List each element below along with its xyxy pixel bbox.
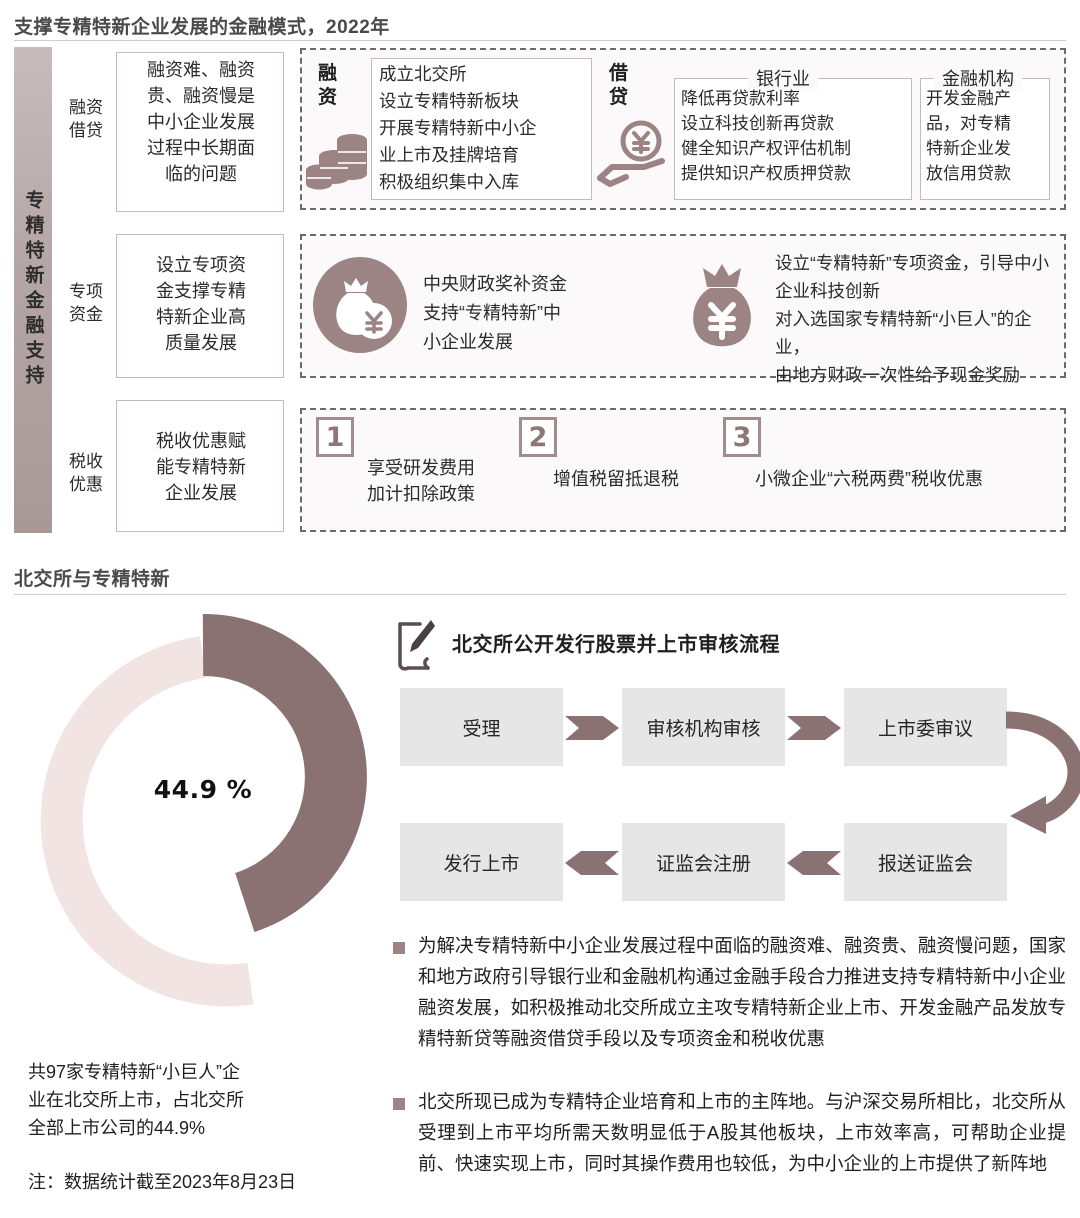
vertical-category-bar: 专精特新金融支持 xyxy=(14,47,52,533)
row1-group2-box xyxy=(674,78,912,200)
data-note: 注：数据统计截至2023年8月23日 xyxy=(28,1172,297,1192)
row3-item-2-text: 增值税留抵退税 xyxy=(553,469,679,489)
donut-svg xyxy=(40,613,367,1007)
row1-group2-legend: 银行业 xyxy=(748,65,818,91)
row3-dashed-panel xyxy=(300,408,1066,532)
row1-summary-box xyxy=(116,52,284,212)
row1-group3-legend: 金融机构 xyxy=(934,65,1022,91)
curved-arrow-down-icon xyxy=(1005,711,1080,834)
row1-group2-items: 降低再贷款利率 设立科技创新再贷款 健全知识产权评估机制 提供知识产权质押贷款 xyxy=(681,89,851,183)
chevron-left-icon-2 xyxy=(787,851,841,875)
section2-title-rule xyxy=(14,594,1066,595)
row1-group1-items: 成立北交所 设立专精特新板块 开展专精特新中小企 业上市及挂牌培育 积极组织集中… xyxy=(379,64,537,192)
money-bag-circle-icon xyxy=(313,257,407,353)
row3-number-1: 1 xyxy=(316,417,354,457)
donut-slice-main xyxy=(202,613,367,932)
row3-item-3-text: 小微企业“六税两费”税收优惠 xyxy=(755,469,983,489)
row2-label: 专项 资金 xyxy=(69,282,103,324)
row1-group3-box xyxy=(920,78,1050,200)
row3-summary-box xyxy=(116,400,284,532)
chevron-right-icon-2 xyxy=(787,716,841,740)
row2-group1-items: 中央财政奖补资金 支持“专精特新”中 小企业发展 xyxy=(423,274,567,352)
donut-caption: 共97家专精特新“小巨人”企 业在北交所上市，占北交所 全部上市公司的44.9% xyxy=(28,1062,244,1138)
row2-group2-items: 设立“专精特新”专项资金，引导中小 企业科技创新 对入选国家专精特新“小巨人”的… xyxy=(775,253,1050,385)
flow-step-5[interactable]: 证监会注册 xyxy=(622,823,785,901)
flow-step-3[interactable]: 上市委审议 xyxy=(844,688,1007,766)
row3-summary-text: 税收优惠赋 能专精特新 企业发展 xyxy=(156,431,246,503)
section1-title-rule xyxy=(14,40,1066,41)
row2-summary-box xyxy=(116,234,284,378)
row3-item-1-text: 享受研发费用 加计扣除政策 xyxy=(367,458,475,504)
donut-slice-other xyxy=(40,636,254,1007)
row1-group1-side-label: 融 资 xyxy=(317,63,338,108)
flow-step-1[interactable]: 受理 xyxy=(400,688,563,766)
bullet-text-2: 北交所现已成为专精特企业培育和上市的主阵地。与沪深交易所相比，北交所从受理到上市… xyxy=(418,1091,1066,1174)
bullet-marker-2 xyxy=(393,1098,405,1110)
flow-title: 北交所公开发行股票并上市审核流程 xyxy=(452,634,780,656)
section2-title: 北交所与专精特新 xyxy=(14,569,171,590)
row2-dashed-panel xyxy=(300,234,1066,378)
row1-group1-box xyxy=(371,58,592,200)
donut-chart: 44.9 % xyxy=(38,612,368,1037)
flow-step-6[interactable]: 发行上市 xyxy=(400,823,563,901)
document-pen-icon xyxy=(398,620,435,671)
row1-group2-side-label: 借 贷 xyxy=(608,63,629,108)
row1-label: 融资 借贷 xyxy=(69,98,103,140)
row3-label: 税收 优惠 xyxy=(69,452,103,494)
coin-stack-icon xyxy=(306,134,367,190)
flow-step-2[interactable]: 审核机构审核 xyxy=(622,688,785,766)
section1-title: 支撑专精特新企业发展的金融模式，2022年 xyxy=(14,17,390,38)
flow-step-4[interactable]: 报送证监会 xyxy=(844,823,1007,901)
row3-number-3: 3 xyxy=(723,417,761,457)
chevron-right-icon-1 xyxy=(565,716,619,740)
bullet-marker-1 xyxy=(393,942,405,954)
row1-group3-items: 开发金融产 品，对专精 特新企业发 放信用贷款 xyxy=(926,89,1011,183)
row2-summary-text: 设立专项资 金支撑专精 特新企业高 质量发展 xyxy=(156,255,246,353)
chevron-left-icon-1 xyxy=(565,851,619,875)
row3-number-2: 2 xyxy=(519,417,557,457)
hand-yuan-icon xyxy=(597,120,665,187)
bullet-text-1: 为解决专精特新中小企业发展过程中面临的融资难、融资贵、融资慢问题，国家和地方政府… xyxy=(418,935,1066,1049)
row1-summary-text: 融资难、融资 贵、融资慢是 中小企业发展 过程中长期面 临的问题 xyxy=(147,60,255,184)
vertical-category-label: 专精特新金融支持 xyxy=(22,190,44,390)
donut-center-label: 44.9 % xyxy=(153,775,253,804)
money-bag-icon xyxy=(693,264,751,347)
